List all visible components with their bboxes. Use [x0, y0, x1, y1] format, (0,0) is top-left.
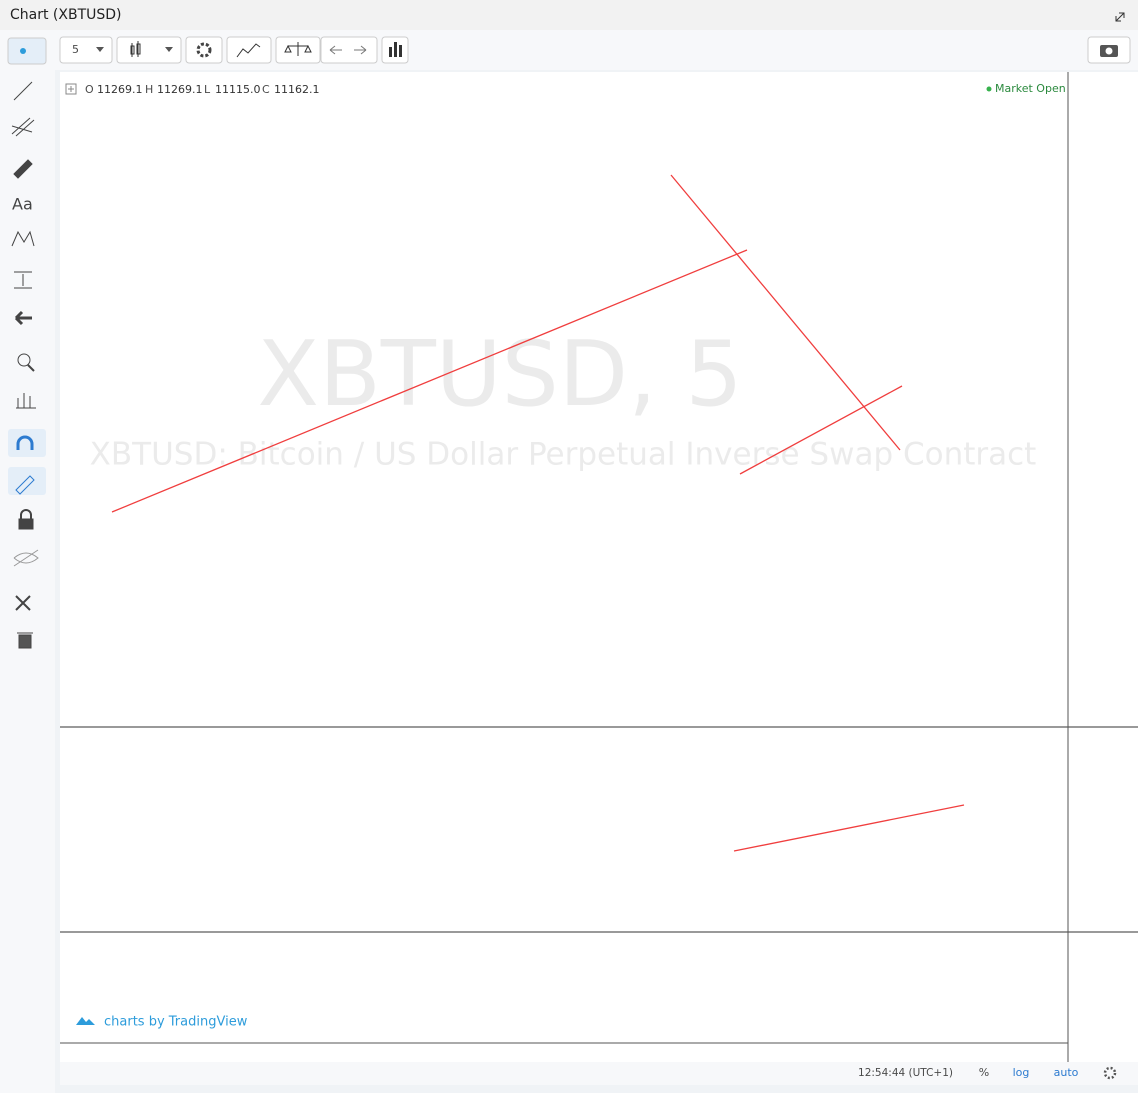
camera-lens — [1105, 47, 1113, 55]
log-toggle[interactable]: log — [1013, 1066, 1030, 1079]
undo-redo[interactable] — [320, 36, 378, 64]
magnet-bg — [8, 429, 46, 457]
trendline[interactable] — [670, 174, 901, 451]
stay-drawing-tool[interactable] — [15, 475, 35, 495]
measure-tool[interactable] — [14, 271, 32, 289]
legend-open: 11269.1 — [97, 83, 143, 96]
status-dot — [986, 86, 992, 92]
window-title: Chart (XBTUSD) — [10, 7, 122, 23]
zoom-tool[interactable] — [17, 353, 31, 367]
magnet-tool[interactable] — [16, 435, 34, 450]
chart-area — [60, 72, 1138, 1085]
bars-icon — [389, 42, 402, 57]
legend-toggle[interactable] — [65, 83, 77, 95]
cursor-dot — [20, 48, 26, 54]
dropdown-arrow — [165, 47, 173, 52]
legend-l: L — [204, 83, 211, 96]
legend-c: C — [262, 83, 270, 96]
title-bar — [0, 0, 1138, 30]
drawing-tools — [7, 37, 47, 649]
brush-tool[interactable] — [13, 159, 33, 179]
percent-toggle[interactable]: % — [979, 1066, 989, 1079]
legend-h: H — [145, 83, 153, 96]
trendline-tool[interactable] — [13, 81, 33, 101]
pitchfork-tool[interactable] — [11, 117, 35, 137]
lock-tool[interactable] — [18, 518, 34, 530]
measure-chart-tool[interactable] — [16, 393, 36, 409]
legend-high: 11269.1 — [157, 83, 203, 96]
interval-label: 5 — [72, 43, 79, 56]
indicator-icon — [236, 43, 261, 58]
settings-button[interactable] — [185, 36, 223, 64]
left-toolbar — [0, 70, 55, 1093]
chart-style-button[interactable] — [116, 36, 182, 64]
scale-icon — [284, 42, 312, 56]
interval-select[interactable] — [59, 36, 113, 64]
legend-plus — [68, 86, 74, 92]
trendline[interactable] — [739, 385, 903, 475]
scale-settings[interactable] — [1103, 1066, 1117, 1080]
drawings — [111, 174, 903, 513]
arrow-tool[interactable] — [14, 310, 32, 326]
pattern-tool[interactable] — [11, 230, 35, 247]
trendline[interactable] — [111, 249, 748, 513]
undo-icon — [329, 45, 367, 55]
watermark-description: XBTUSD: Bitcoin / US Dollar Perpetual In… — [90, 437, 1037, 473]
trash-tool[interactable] — [17, 632, 33, 649]
legend-o: O — [85, 83, 94, 96]
auto-toggle[interactable]: auto — [1054, 1066, 1079, 1079]
legend-close: 11162.1 — [274, 83, 320, 96]
rsi-trendline[interactable] — [733, 804, 965, 852]
market-status: Market Open — [995, 82, 1066, 95]
ohlc-legend: O 11269.1 H 11269.1 L 11115.0 C 11162.1 — [85, 83, 320, 96]
bottom-toolbar — [60, 1062, 1138, 1085]
cursor-tool[interactable] — [7, 37, 47, 65]
stay-drawing-bg — [8, 467, 46, 495]
dropdown-arrow — [96, 47, 104, 52]
tools-remove[interactable] — [15, 595, 31, 611]
indicators-button[interactable] — [226, 36, 272, 64]
clock: 12:54:44 (UTC+1) — [858, 1067, 953, 1079]
tv-logo — [76, 1017, 95, 1025]
gear-icon — [196, 42, 212, 58]
watermark-symbol: XBTUSD, 5 — [257, 322, 742, 427]
hide-tool[interactable] — [13, 549, 39, 567]
legend-low: 11115.0 — [215, 83, 261, 96]
expand-icon[interactable] — [1115, 12, 1125, 22]
lock-shackle — [20, 509, 32, 519]
branding[interactable]: charts by TradingView — [104, 1015, 248, 1030]
zoom-handle — [27, 364, 35, 372]
candle-icon — [130, 41, 141, 57]
text-tool[interactable]: Aa — [12, 195, 33, 214]
